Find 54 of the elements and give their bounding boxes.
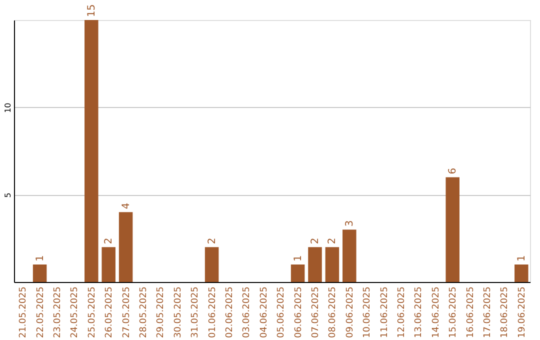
x-tick-label: 26.05.2025 (104, 286, 115, 338)
x-tick-label: 01.06.2025 (208, 286, 218, 338)
data-label: 2 (327, 238, 338, 244)
x-tick-label: 04.06.2025 (259, 286, 270, 338)
bar (514, 264, 528, 282)
x-tick-label: 09.06.2025 (345, 286, 356, 338)
x-tick-label: 19.06.2025 (517, 286, 528, 338)
x-tick-label: 14.06.2025 (431, 286, 442, 338)
x-tick-label: 11.06.2025 (380, 286, 390, 338)
x-tick-label: 23.05.2025 (53, 286, 63, 338)
data-label: 2 (206, 238, 218, 244)
x-tick-label: 31.05.2025 (190, 286, 201, 338)
bar (446, 177, 460, 282)
x-tick-label: 08.06.2025 (328, 286, 338, 338)
x-tick-label: 10.06.2025 (362, 286, 373, 338)
x-tick-label: 02.06.2025 (225, 286, 235, 338)
x-tick-label: 27.05.2025 (122, 286, 132, 338)
data-label: 1 (34, 255, 46, 262)
bar (32, 264, 47, 282)
x-tick-label: 21.05.2025 (18, 286, 29, 338)
x-tick-label: 07.06.2025 (311, 286, 321, 338)
bar (118, 212, 133, 282)
y-tick-label: 10 (4, 102, 12, 113)
x-tick-label: 12.06.2025 (397, 286, 407, 338)
data-label: 2 (104, 238, 115, 244)
bar (325, 247, 340, 282)
data-label: 2 (310, 238, 321, 244)
x-tick-label: 30.05.2025 (173, 286, 184, 338)
data-label: 1 (516, 255, 528, 262)
bar (204, 247, 219, 282)
x-tick-label: 15.06.2025 (448, 286, 459, 338)
x-tick-label: 24.05.2025 (70, 286, 80, 338)
data-label: 4 (120, 202, 132, 210)
data-label: 3 (344, 220, 356, 227)
x-tick-label: 03.06.2025 (242, 286, 252, 338)
x-tick-label: 22.05.2025 (36, 286, 46, 338)
data-label: 6 (448, 168, 459, 174)
bar (308, 247, 322, 282)
bar (102, 247, 116, 282)
x-tick-label: 25.05.2025 (87, 286, 98, 338)
y-tick-label: 5 (4, 192, 12, 198)
x-tick-label: 17.06.2025 (483, 286, 493, 338)
bar (342, 230, 356, 282)
x-tick-label: 16.06.2025 (466, 286, 476, 338)
x-tick-label: 06.06.2025 (294, 286, 304, 338)
x-tick-label: 13.06.2025 (414, 286, 424, 338)
x-tick-label: 29.05.2025 (156, 286, 166, 338)
bar (84, 20, 98, 282)
data-label: 1 (292, 255, 304, 262)
data-label: 15 (86, 4, 98, 17)
x-tick-label: 05.06.2025 (276, 286, 287, 338)
x-tick-label: 28.05.2025 (139, 286, 149, 338)
bar (290, 264, 305, 282)
x-tick-label: 18.06.2025 (500, 286, 510, 338)
